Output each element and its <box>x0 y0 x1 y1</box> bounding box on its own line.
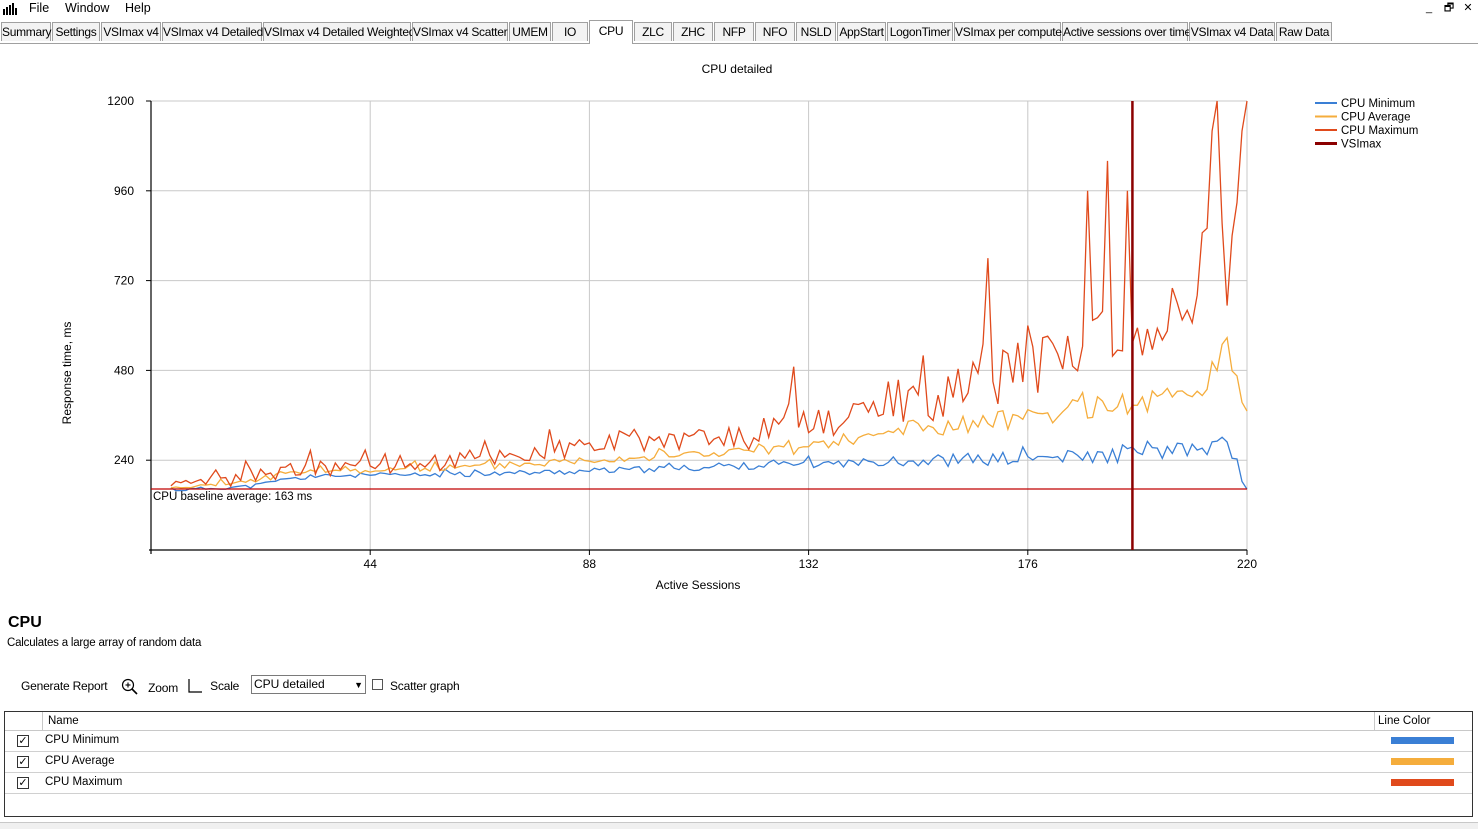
minimize-button[interactable]: _ <box>1425 2 1433 14</box>
tab-vsimax-per-computer[interactable]: VSImax per computer <box>954 22 1066 41</box>
menu-help[interactable]: Help <box>125 1 151 15</box>
section-title: CPU <box>8 614 42 631</box>
x-tick-label: 132 <box>799 557 819 571</box>
column-divider[interactable] <box>1374 712 1375 730</box>
tab-settings[interactable]: Settings <box>52 22 100 41</box>
graph-type-selected-value: CPU detailed <box>254 677 325 691</box>
scale-axis-icon <box>188 679 202 693</box>
tab-nfo[interactable]: NFO <box>755 22 795 41</box>
tab-nfp[interactable]: NFP <box>714 22 754 41</box>
section-description: Calculates a large array of random data <box>7 637 202 649</box>
legend-label: VSImax <box>1341 139 1382 151</box>
column-header-name[interactable]: Name <box>48 715 79 727</box>
series-line-cpu-maximum <box>170 100 1248 488</box>
chart-gridlines <box>151 100 1248 550</box>
tab-raw-data[interactable]: Raw Data <box>1276 22 1332 41</box>
line-color-swatch[interactable] <box>1391 758 1454 765</box>
tab-zlc[interactable]: ZLC <box>634 22 672 41</box>
scatter-graph-label: Scatter graph <box>390 679 460 693</box>
x-tick-label: 88 <box>583 557 597 571</box>
chart-series: CPU baseline average: 163 ms <box>151 100 1248 550</box>
legend-label: CPU Minimum <box>1341 98 1415 110</box>
tab-vsimax-v4-scatter[interactable]: VSImax v4 Scatter <box>412 22 508 41</box>
x-tick-label: 176 <box>1018 557 1038 571</box>
table-row[interactable]: ✓ CPU Minimum <box>5 730 1472 752</box>
series-grid: Name Line Color ✓ CPU Minimum ✓ CPU Aver… <box>4 711 1473 817</box>
chart-axes: 44 88 132 176 220 240 480 720 960 1200 <box>107 94 1257 571</box>
zoom-in-icon <box>121 678 138 695</box>
x-axis-label: Active Sessions <box>656 578 741 592</box>
row-name: CPU Maximum <box>45 776 123 788</box>
tab-io[interactable]: IO <box>552 22 588 41</box>
y-axis-label: Response time, ms <box>60 322 74 425</box>
y-tick-label: 1200 <box>107 94 134 108</box>
tab-summary[interactable]: Summary <box>1 22 52 41</box>
tab-cpu[interactable]: CPU <box>589 20 633 44</box>
cpu-detailed-chart: CPU detailed 44 88 132 176 220 240 480 720 960 12… <box>60 62 1418 592</box>
tab-vsimax-v4-detailed-weighted[interactable]: VSImax v4 Detailed Weighted <box>263 22 415 41</box>
tab-umem[interactable]: UMEM <box>509 22 551 41</box>
chevron-down-icon: ▼ <box>354 680 363 690</box>
y-tick-label: 480 <box>114 363 134 377</box>
menu-bar: File Window Help _ 🗗 ✕ <box>0 0 1478 18</box>
legend-label: CPU Maximum <box>1341 125 1418 137</box>
row-name: CPU Minimum <box>45 734 120 746</box>
cpu-average-checkbox[interactable]: ✓ <box>17 756 29 768</box>
tab-vsimax-v4[interactable]: VSImax v4 <box>101 22 161 41</box>
tab-appstart[interactable]: AppStart <box>837 22 886 41</box>
scale-label: Scale <box>210 679 240 693</box>
cpu-minimum-checkbox[interactable]: ✓ <box>17 735 29 747</box>
series-line-cpu-minimum <box>170 436 1248 492</box>
tab-nsld[interactable]: NSLD <box>796 22 836 41</box>
status-bar <box>0 822 1478 829</box>
graph-type-select[interactable]: CPU detailed ▼ <box>251 675 366 694</box>
line-color-swatch[interactable] <box>1391 779 1454 786</box>
generate-report-button[interactable]: Generate Report <box>21 679 108 693</box>
tab-vsimax-v4-detailed[interactable]: VSImax v4 Detailed <box>162 22 263 41</box>
menu-file[interactable]: File <box>29 1 50 15</box>
scatter-graph-checkbox[interactable] <box>372 679 383 690</box>
zoom-label: Zoom <box>148 681 179 695</box>
tab-vsimax-v4-data[interactable]: VSImax v4 Data <box>1189 22 1275 41</box>
line-color-swatch[interactable] <box>1391 737 1454 744</box>
tab-zhc[interactable]: ZHC <box>673 22 713 41</box>
legend-label: CPU Average <box>1341 112 1410 124</box>
grid-header: Name Line Color <box>5 712 1472 731</box>
restore-button[interactable]: 🗗 <box>1443 2 1455 14</box>
scale-button[interactable]: Scale <box>187 678 239 696</box>
baseline-label: CPU baseline average: 163 ms <box>153 491 312 503</box>
cpu-maximum-checkbox[interactable]: ✓ <box>17 777 29 789</box>
chart-area: CPU detailed 44 88 132 176 220 240 480 720 960 12… <box>0 48 1478 598</box>
y-tick-label: 960 <box>114 184 134 198</box>
table-row[interactable]: ✓ CPU Maximum <box>5 772 1472 794</box>
column-divider[interactable] <box>42 712 43 730</box>
tab-active-sessions-over-time[interactable]: Active sessions over time <box>1062 22 1191 41</box>
series-line-cpu-average <box>170 336 1248 489</box>
x-tick-label: 44 <box>364 557 378 571</box>
x-tick-label: 220 <box>1237 557 1257 571</box>
table-row[interactable]: ✓ CPU Average <box>5 751 1472 773</box>
chart-title: CPU detailed <box>702 62 773 76</box>
y-tick-label: 240 <box>114 453 134 467</box>
menu-window[interactable]: Window <box>65 1 110 15</box>
zoom-button[interactable]: Zoom <box>121 678 178 696</box>
y-tick-label: 720 <box>114 274 134 288</box>
row-name: CPU Average <box>45 755 115 767</box>
close-button[interactable]: ✕ <box>1463 2 1473 14</box>
app-bar-chart-icon <box>3 3 17 15</box>
tab-strip: Summary Settings VSImax v4 VSImax v4 Det… <box>0 20 1478 44</box>
tab-logontimer[interactable]: LogonTimer <box>887 22 953 41</box>
column-header-line-color[interactable]: Line Color <box>1378 715 1431 727</box>
